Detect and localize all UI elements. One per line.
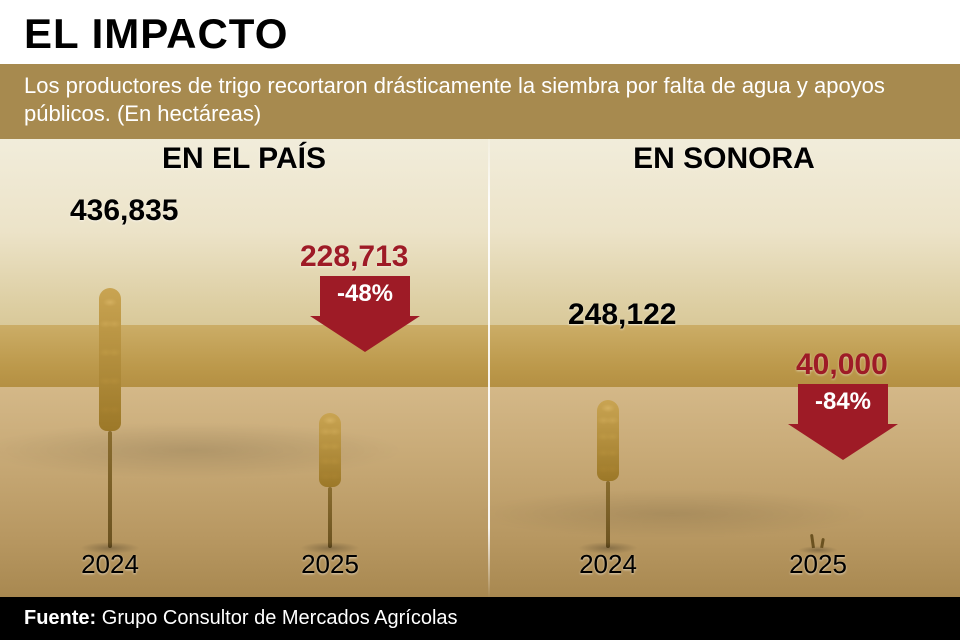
value-label: 436,835 [70, 194, 178, 228]
footer-source: Grupo Consultor de Mercados Agrícolas [102, 607, 458, 629]
year-label: 2024 [548, 549, 668, 580]
header: EL IMPACTO Los productores de trigo reco… [0, 0, 960, 139]
title-row: EL IMPACTO [0, 0, 960, 64]
panel-title: EN EL PAÍS [0, 142, 488, 176]
wheat-stub-icon [803, 530, 833, 548]
pct-change: -48% [310, 280, 420, 308]
panel-divider [488, 128, 490, 598]
value-label: 228,713 [300, 240, 408, 274]
infographic-title: EL IMPACTO [24, 10, 936, 58]
value-label: 248,122 [568, 298, 676, 332]
subtitle-row: Los productores de trigo recortaron drás… [0, 64, 960, 139]
change-arrow: -48% [310, 276, 420, 357]
year-label: 2025 [270, 549, 390, 580]
change-arrow: -84% [788, 384, 898, 465]
year-label: 2025 [758, 549, 878, 580]
footer-label: Fuente: [24, 607, 96, 629]
year-label: 2024 [50, 549, 170, 580]
panel-title: EN SONORA [488, 142, 960, 176]
panel: EN SONORA 2024 248,122 2025 40,000 -84% [488, 128, 960, 598]
footer: Fuente: Grupo Consultor de Mercados Agrí… [0, 597, 960, 640]
wheat-icon [319, 413, 341, 548]
data-overlay: EN EL PAÍS2024436,8352025228,713 -48%EN … [0, 128, 960, 598]
pct-change: -84% [788, 388, 898, 416]
infographic-subtitle: Los productores de trigo recortaron drás… [24, 72, 936, 127]
wheat-icon [597, 400, 619, 548]
wheat-icon [99, 288, 121, 548]
value-label: 40,000 [796, 348, 888, 382]
panel: EN EL PAÍS 2024 436,835 2025 228,713 -48% [0, 128, 488, 598]
